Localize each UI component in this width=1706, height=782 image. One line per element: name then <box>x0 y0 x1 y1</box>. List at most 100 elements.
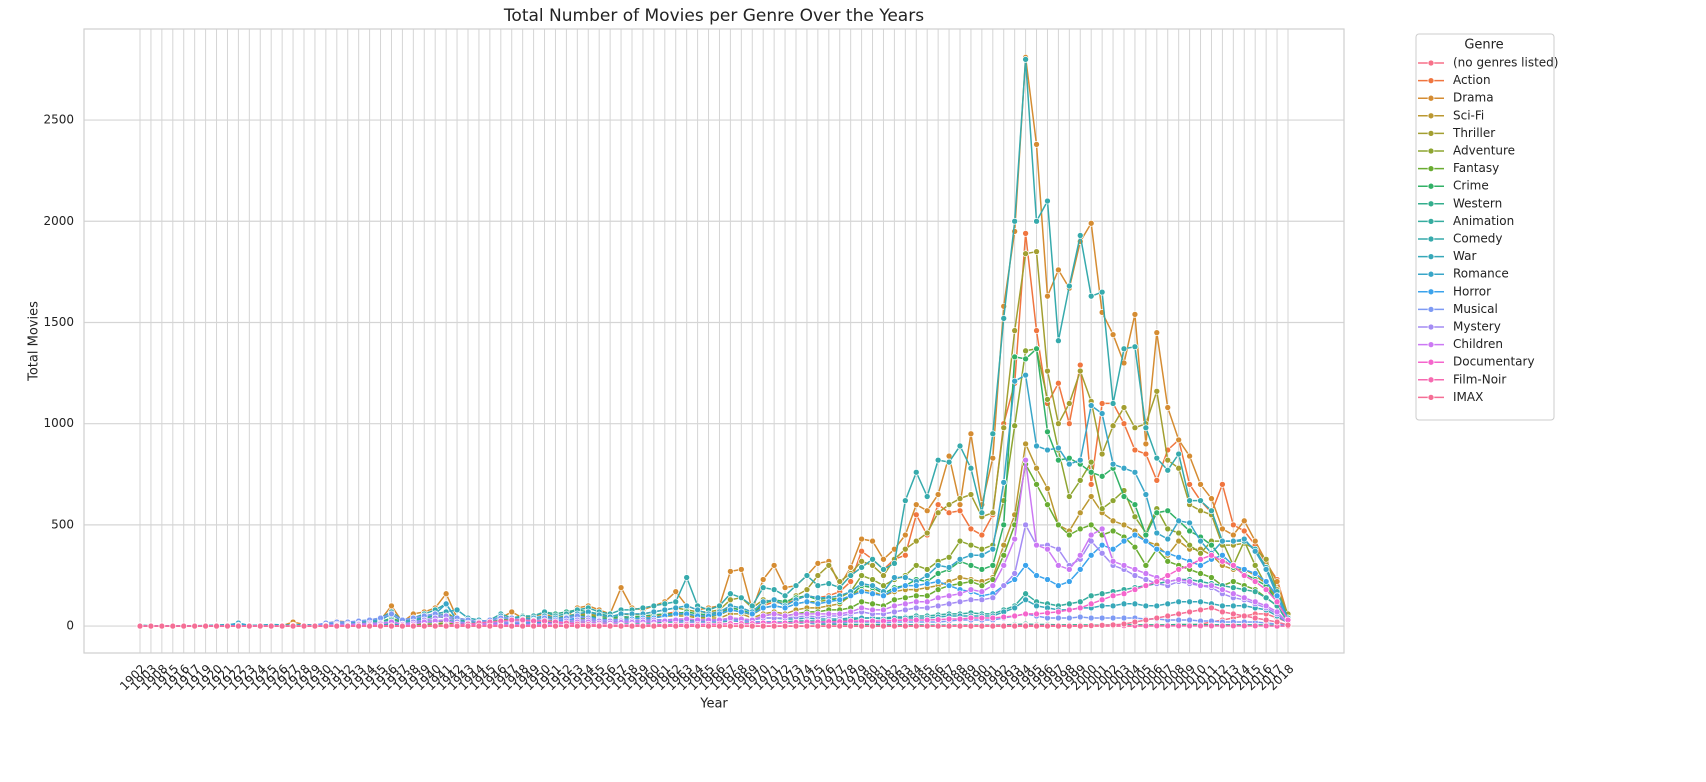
data-point <box>792 610 800 618</box>
data-point <box>934 594 942 602</box>
data-point <box>934 509 942 517</box>
data-point <box>1022 250 1029 258</box>
data-point <box>781 584 789 591</box>
data-point <box>1153 454 1161 462</box>
data-point <box>388 602 395 610</box>
data-point <box>344 622 352 630</box>
data-point <box>847 578 855 585</box>
data-point <box>978 588 986 596</box>
data-point <box>1022 562 1029 569</box>
data-point <box>956 615 964 623</box>
data-point <box>322 622 330 630</box>
data-point <box>803 572 811 579</box>
data-point <box>300 622 308 630</box>
data-point <box>1197 622 1204 630</box>
data-point <box>891 559 898 567</box>
data-point <box>541 622 548 630</box>
data-point <box>377 622 384 630</box>
data-point <box>923 604 931 612</box>
data-point <box>584 622 592 630</box>
data-point <box>727 606 734 614</box>
data-point <box>147 622 155 630</box>
data-point <box>912 592 920 600</box>
legend-marker <box>1427 218 1435 225</box>
data-point <box>891 622 898 630</box>
data-point <box>1098 410 1106 417</box>
data-point <box>1240 602 1248 610</box>
data-point <box>803 592 811 600</box>
data-point <box>1000 521 1008 529</box>
data-point <box>847 592 855 600</box>
data-point <box>858 588 865 596</box>
data-point <box>934 578 942 585</box>
data-point <box>836 610 844 618</box>
data-point <box>661 622 669 630</box>
data-point <box>945 615 953 623</box>
data-point <box>836 596 844 604</box>
data-point <box>1098 541 1106 549</box>
data-point <box>1131 311 1139 318</box>
legend-box <box>1415 33 1555 421</box>
data-point <box>989 545 997 553</box>
data-point <box>1153 614 1161 622</box>
data-point <box>945 592 953 600</box>
data-point <box>1011 327 1019 334</box>
legend-label: Animation <box>1453 214 1514 228</box>
data-point <box>1076 598 1084 606</box>
data-point <box>880 566 887 573</box>
data-point <box>934 501 942 508</box>
data-point <box>1022 355 1029 363</box>
data-point <box>956 507 964 515</box>
data-point <box>213 622 220 630</box>
data-point <box>1033 541 1040 549</box>
data-point <box>934 602 942 610</box>
data-point <box>923 572 931 579</box>
data-point <box>956 555 964 563</box>
data-point <box>1219 608 1226 616</box>
data-point <box>1219 551 1226 559</box>
legend-marker <box>1427 130 1435 137</box>
data-point <box>1251 537 1259 545</box>
legend-marker <box>1427 235 1435 243</box>
data-point <box>1164 600 1172 608</box>
data-point <box>1033 327 1040 334</box>
data-point <box>1065 600 1073 608</box>
series-line <box>139 373 1289 627</box>
data-point <box>1197 570 1204 577</box>
data-point <box>737 622 745 630</box>
data-point <box>1142 562 1150 569</box>
data-point <box>1208 582 1215 589</box>
legend-marker <box>1427 394 1435 401</box>
y-tick-label: 2500 <box>43 113 74 127</box>
data-point <box>1044 367 1051 375</box>
data-point <box>1065 606 1073 614</box>
data-point <box>923 616 931 624</box>
data-point <box>858 564 865 571</box>
data-point <box>235 622 242 630</box>
data-point <box>180 622 188 630</box>
data-point <box>1186 527 1193 535</box>
data-point <box>1011 422 1019 430</box>
data-point <box>1262 555 1270 563</box>
data-point <box>727 596 734 604</box>
data-point <box>224 622 231 630</box>
data-point <box>869 606 876 614</box>
data-point <box>956 622 964 630</box>
legend-marker <box>1427 376 1435 384</box>
data-point <box>869 590 876 598</box>
data-point <box>978 614 986 622</box>
data-point <box>1000 562 1008 569</box>
data-point <box>169 622 177 630</box>
data-point <box>1164 572 1172 579</box>
data-point <box>442 600 450 608</box>
data-point <box>1120 345 1128 353</box>
data-point <box>1251 614 1259 622</box>
data-point <box>475 622 483 630</box>
data-point <box>1000 315 1008 322</box>
data-point <box>759 622 767 630</box>
data-point <box>1164 535 1172 543</box>
data-point <box>901 531 909 539</box>
data-point <box>1153 578 1161 585</box>
data-point <box>934 616 942 623</box>
data-point <box>1164 525 1172 533</box>
